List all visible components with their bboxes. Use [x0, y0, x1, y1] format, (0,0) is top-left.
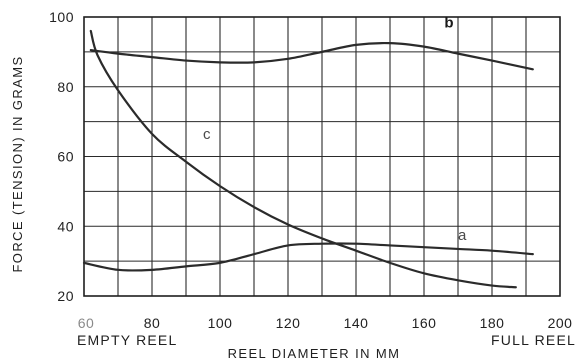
x-tick-label: 200: [548, 315, 573, 331]
series-group: [82, 29, 534, 289]
empty-reel-label: EMPTY REEL: [77, 332, 177, 348]
x-tick-label: 60: [78, 315, 95, 331]
series-b-line: [89, 41, 534, 71]
x-tick-label: 80: [144, 315, 161, 331]
series-labels: a b c: [203, 14, 467, 244]
y-tick-label: 60: [57, 149, 74, 165]
x-tick-label: 160: [412, 315, 437, 331]
x-tick-label: 120: [276, 315, 301, 331]
y-axis-title: FORCE (TENSION) IN GRAMS: [10, 55, 25, 272]
x-tick-label: 180: [480, 315, 505, 331]
y-tick-label: 20: [57, 288, 74, 304]
series-c-line: [89, 29, 517, 289]
y-tick-label: 40: [57, 218, 74, 234]
plot-frame: [83, 16, 561, 297]
series-a-line: [82, 242, 534, 272]
x-tick-label: 100: [208, 315, 233, 331]
series-a-label: a: [458, 227, 467, 244]
y-tick-label: 100: [49, 9, 74, 25]
y-axis-ticks: 20 40 60 80 100: [49, 9, 74, 304]
x-tick-label: 140: [344, 315, 369, 331]
x-axis-ticks: 60 80 100 120 140 160 180 200: [78, 315, 573, 331]
y-tick-label: 80: [57, 79, 74, 95]
grid: [84, 17, 560, 296]
series-c-label: c: [203, 126, 211, 143]
series-b-label: b: [444, 14, 453, 31]
x-axis-title: REEL DIAMETER IN MM: [228, 346, 401, 361]
full-reel-label: FULL REEL: [491, 332, 576, 348]
